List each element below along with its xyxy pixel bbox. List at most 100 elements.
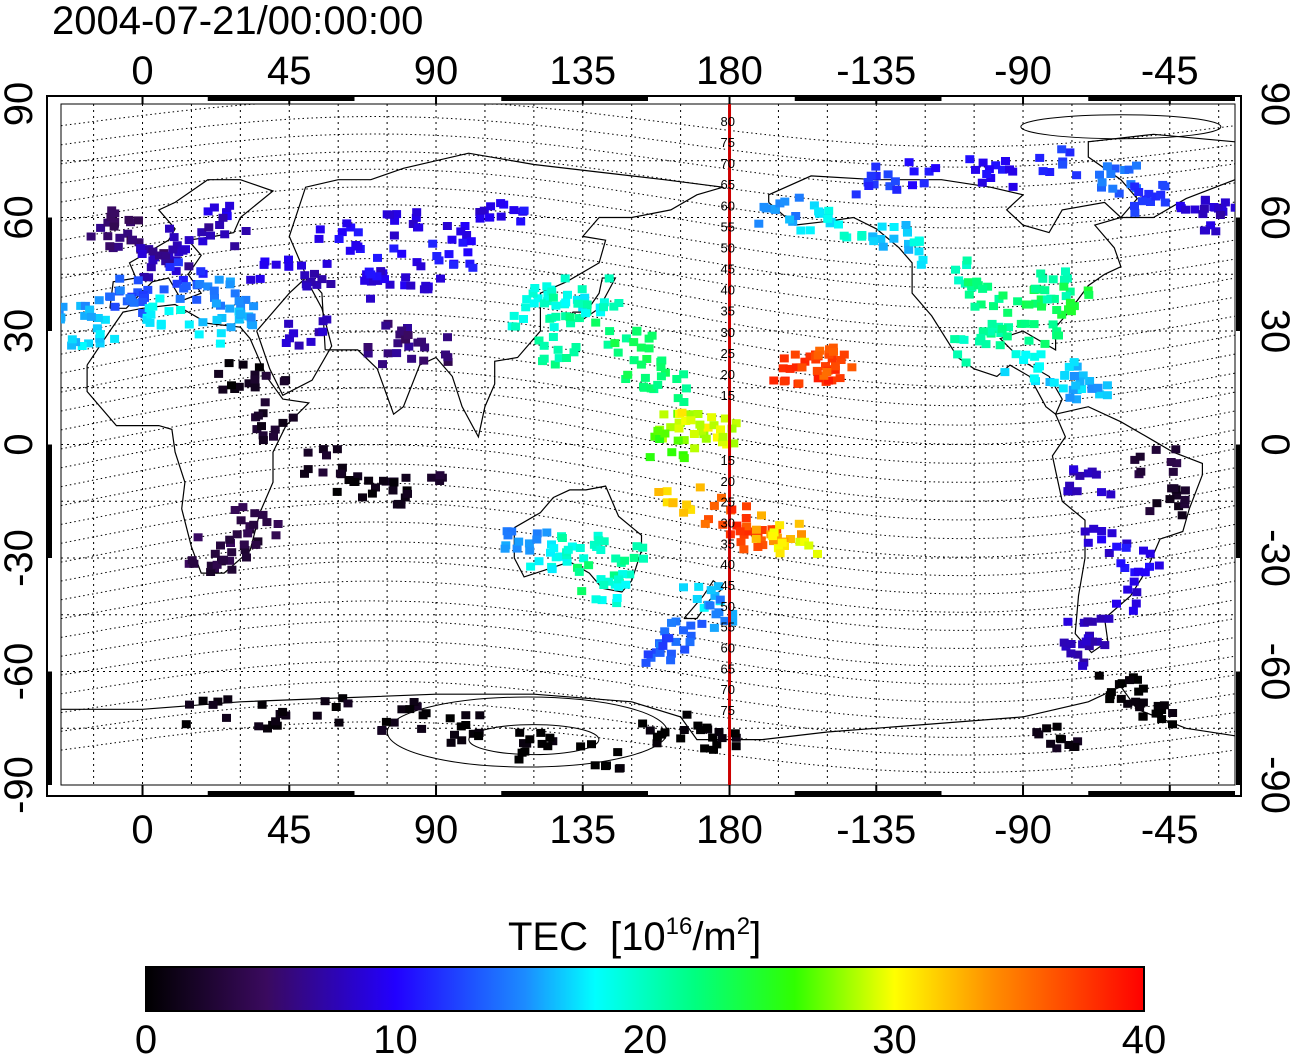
tec-cell (604, 274, 614, 283)
contour-line (61, 463, 1235, 540)
tec-cell (562, 557, 572, 566)
tec-cell (210, 293, 219, 302)
tec-cell (727, 505, 737, 514)
lon-tick-label-top: 180 (696, 49, 763, 93)
tec-cell (914, 247, 924, 256)
tec-cell (300, 469, 309, 478)
tec-cell (1021, 350, 1031, 359)
contour-label: 35 (721, 304, 735, 319)
tec-cell (871, 162, 881, 171)
tec-cell (1011, 350, 1021, 359)
tec-cell (885, 182, 895, 191)
tec-cell (998, 291, 1008, 300)
tec-cell (306, 278, 316, 286)
tec-cell (1069, 302, 1079, 311)
tec-cell (1063, 617, 1073, 626)
tec-cell (379, 476, 388, 485)
tec-cell (1138, 698, 1148, 707)
contour-label: 55 (721, 620, 735, 635)
tec-cell (146, 263, 156, 272)
tec-cell (1083, 538, 1093, 547)
tec-cell (1105, 695, 1115, 704)
tec-cell (80, 311, 90, 320)
lon-tick-label-bottom: -90 (994, 808, 1052, 852)
tec-cell (198, 237, 208, 246)
tec-cell (1060, 275, 1069, 284)
tec-cell (364, 476, 374, 485)
tec-cell (434, 256, 444, 265)
tec-cell (1180, 500, 1190, 509)
tec-cell (110, 218, 120, 226)
tec-cell (904, 245, 914, 254)
tec-cell (409, 698, 419, 706)
tick-mark-top (435, 96, 438, 104)
tec-cell (609, 302, 619, 311)
tec-cell (509, 206, 519, 215)
tec-cell (372, 272, 382, 281)
tec-cell (1144, 189, 1154, 198)
tec-cell (1206, 221, 1216, 230)
tec-cell (779, 377, 789, 386)
contour-label: 75 (721, 703, 735, 718)
frame-bar-left (47, 671, 52, 785)
tec-cell (666, 423, 676, 432)
tec-cell (892, 185, 902, 194)
lon-tick-label-top: 45 (267, 49, 312, 93)
tick-mark-bottom (728, 785, 731, 796)
tec-cell (829, 347, 838, 356)
tec-cell (338, 694, 348, 703)
tec-cell (731, 733, 741, 742)
tec-cell (805, 352, 815, 361)
tec-cell (377, 726, 387, 734)
tec-cell (238, 360, 248, 369)
tec-cell (577, 587, 587, 596)
tec-cell (258, 409, 268, 418)
tec-cell (1114, 189, 1124, 198)
tec-cell (159, 285, 169, 294)
tec-cell (337, 228, 347, 237)
tec-cell (1060, 371, 1070, 379)
tec-cell (650, 432, 660, 441)
tec-cell (514, 537, 524, 546)
tec-cell (302, 282, 312, 291)
tec-cell (95, 330, 105, 339)
tec-cell (249, 302, 259, 311)
tec-cell (1042, 724, 1052, 733)
tec-cell (389, 478, 399, 487)
tec-cell (450, 730, 459, 739)
tec-cell (847, 363, 857, 372)
lon-tick-label-top: 90 (414, 49, 459, 93)
tec-cell (212, 560, 222, 569)
tec-cell (1190, 205, 1200, 214)
tec-cell (223, 695, 233, 704)
tec-cell (696, 726, 706, 735)
tec-cell (697, 619, 707, 628)
tec-cell (1064, 741, 1074, 749)
tec-cell (139, 272, 149, 281)
tec-cell (613, 348, 623, 357)
tec-cell (128, 235, 137, 244)
tec-cell (521, 303, 531, 312)
tec-cell (1112, 599, 1121, 608)
tec-cell (761, 204, 771, 213)
tec-cell (666, 649, 676, 658)
tec-cell (679, 583, 688, 592)
tec-cell (528, 289, 538, 298)
tec-cell (965, 155, 975, 164)
tec-cell (1049, 378, 1059, 387)
tec-cell (814, 207, 824, 216)
tec-cell (1138, 684, 1148, 693)
tec-cell (285, 334, 294, 343)
tec-cell (1136, 467, 1146, 476)
tec-cell (383, 349, 393, 358)
tec-cell (93, 314, 103, 322)
colorbar-tick-label: 0 (135, 1018, 157, 1057)
tec-cell (615, 764, 625, 773)
tec-cell (123, 229, 133, 238)
tec-cell (657, 356, 667, 365)
tec-cell (468, 729, 478, 738)
tec-cell (978, 284, 988, 293)
tec-cell (322, 259, 332, 268)
tec-cell (206, 561, 216, 570)
tec-cell (728, 617, 738, 626)
